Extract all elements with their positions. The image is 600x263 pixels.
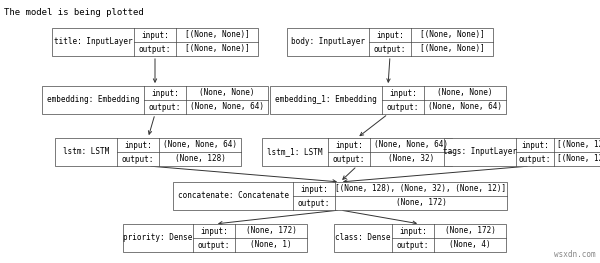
Text: lstm_1: LSTM: lstm_1: LSTM	[267, 148, 323, 156]
Text: class: Dense: class: Dense	[335, 234, 391, 242]
Text: wsxdn.com: wsxdn.com	[554, 250, 596, 259]
Text: [(None, None)]: [(None, None)]	[185, 44, 250, 53]
Text: input:: input:	[151, 89, 179, 98]
Bar	[444, 138, 600, 166]
Text: output:: output:	[397, 240, 429, 250]
Text: (None, 1): (None, 1)	[250, 240, 292, 250]
Text: input:: input:	[200, 226, 228, 235]
Text: (None, 172): (None, 172)	[245, 226, 296, 235]
Text: concatenate: Concatenate: concatenate: Concatenate	[178, 191, 289, 200]
Text: output:: output:	[298, 199, 330, 208]
Text: input:: input:	[141, 31, 169, 39]
Bar	[55, 138, 241, 166]
Text: The model is being plotted: The model is being plotted	[4, 8, 144, 17]
Text: output:: output:	[139, 44, 171, 53]
Text: output:: output:	[333, 154, 365, 164]
Text: (None, None, 64): (None, None, 64)	[190, 103, 264, 112]
Bar	[173, 182, 507, 210]
Text: input:: input:	[124, 140, 152, 149]
Text: (None, 128): (None, 128)	[175, 154, 226, 164]
Text: [(None, 128), (None, 32), (None, 12)]: [(None, 128), (None, 32), (None, 12)]	[335, 185, 506, 194]
Text: (None, None): (None, None)	[199, 89, 255, 98]
Text: input:: input:	[389, 89, 417, 98]
Text: (None, 172): (None, 172)	[445, 226, 496, 235]
Text: output:: output:	[198, 240, 230, 250]
Text: input:: input:	[300, 185, 328, 194]
Text: embedding: Embedding: embedding: Embedding	[47, 95, 139, 104]
Text: output:: output:	[149, 103, 181, 112]
Text: output:: output:	[122, 154, 154, 164]
Bar	[52, 28, 258, 56]
Text: (None, None, 64): (None, None, 64)	[163, 140, 237, 149]
Text: title: InputLayer: title: InputLayer	[53, 38, 133, 47]
Text: (None, None, 64): (None, None, 64)	[374, 140, 448, 149]
Text: (None, 4): (None, 4)	[449, 240, 491, 250]
Text: output:: output:	[374, 44, 406, 53]
Text: input:: input:	[376, 31, 404, 39]
Bar	[262, 138, 452, 166]
Text: [(None, None)]: [(None, None)]	[419, 31, 484, 39]
Text: body: InputLayer: body: InputLayer	[291, 38, 365, 47]
Text: embedding_1: Embedding: embedding_1: Embedding	[275, 95, 377, 104]
Text: lstm: LSTM: lstm: LSTM	[63, 148, 109, 156]
Text: input:: input:	[399, 226, 427, 235]
Text: [(None, 12)]: [(None, 12)]	[557, 154, 600, 164]
Text: input:: input:	[335, 140, 363, 149]
Text: output:: output:	[519, 154, 551, 164]
Bar	[287, 28, 493, 56]
Text: output:: output:	[387, 103, 419, 112]
Text: [(None, 12)]: [(None, 12)]	[557, 140, 600, 149]
Text: [(None, None)]: [(None, None)]	[419, 44, 484, 53]
Bar	[270, 86, 506, 114]
Text: (None, None): (None, None)	[437, 89, 493, 98]
Bar	[123, 224, 307, 252]
Bar	[42, 86, 268, 114]
Text: tags: InputLayer: tags: InputLayer	[443, 148, 517, 156]
Text: input:: input:	[521, 140, 549, 149]
Text: [(None, None)]: [(None, None)]	[185, 31, 250, 39]
Text: (None, 32): (None, 32)	[388, 154, 434, 164]
Text: (None, None, 64): (None, None, 64)	[428, 103, 502, 112]
Bar	[334, 224, 506, 252]
Text: priority: Dense: priority: Dense	[124, 234, 193, 242]
Text: (None, 172): (None, 172)	[395, 199, 446, 208]
